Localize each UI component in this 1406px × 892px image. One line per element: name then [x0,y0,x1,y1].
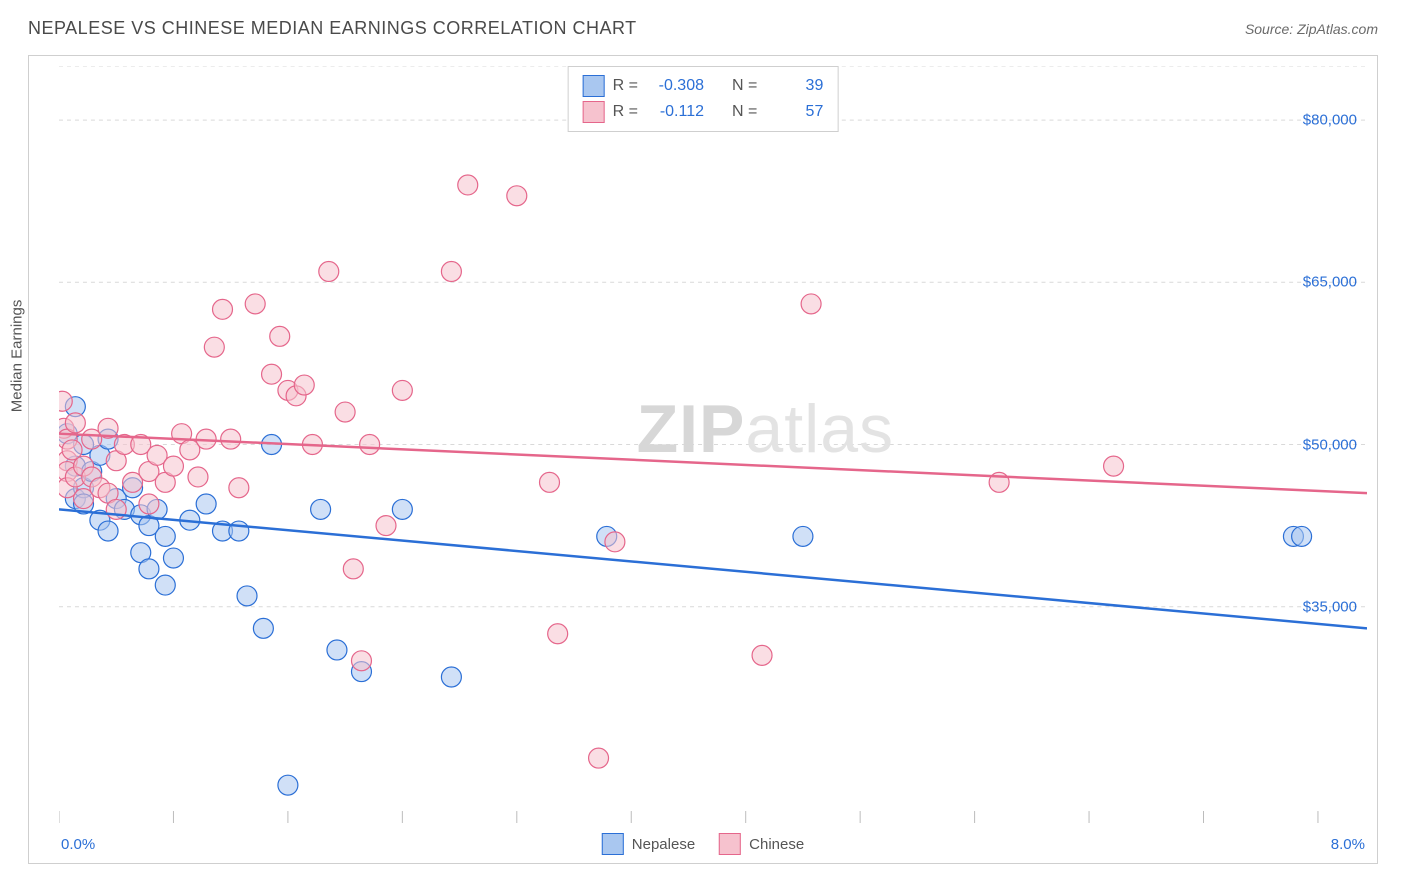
chart-title: NEPALESE VS CHINESE MEDIAN EARNINGS CORR… [28,18,637,39]
swatch-pink-icon [583,101,605,123]
legend-item-chinese: Chinese [719,833,804,855]
n-value-chinese: 57 [765,99,823,125]
stats-row-chinese: R = -0.112 N = 57 [583,99,824,125]
source-label: Source: ZipAtlas.com [1245,21,1378,37]
swatch-pink-icon [719,833,741,855]
y-tick-label: $80,000 [1303,112,1357,129]
chart-container: Median Earnings ZIPatlas R = -0.308 N = … [28,55,1378,864]
legend-label: Nepalese [632,836,695,853]
r-label: R = [613,99,638,125]
y-axis-label: Median Earnings [9,299,26,412]
legend-item-nepalese: Nepalese [602,833,695,855]
x-axis-max-label: 8.0% [1331,836,1365,853]
r-value-nepalese: -0.308 [646,73,704,99]
n-label: N = [732,73,757,99]
y-tick-label: $65,000 [1303,274,1357,291]
plot-area: ZIPatlas [59,66,1367,823]
correlation-stats-box: R = -0.308 N = 39 R = -0.112 N = 57 [568,66,839,132]
y-tick-label: $35,000 [1303,598,1357,615]
r-value-chinese: -0.112 [646,99,704,125]
y-tick-label: $50,000 [1303,436,1357,453]
swatch-blue-icon [602,833,624,855]
scatter-svg [59,66,1367,823]
legend-label: Chinese [749,836,804,853]
n-value-nepalese: 39 [765,73,823,99]
n-label: N = [732,99,757,125]
stats-row-nepalese: R = -0.308 N = 39 [583,73,824,99]
swatch-blue-icon [583,75,605,97]
r-label: R = [613,73,638,99]
legend: Nepalese Chinese [602,833,804,855]
x-axis-min-label: 0.0% [61,836,95,853]
